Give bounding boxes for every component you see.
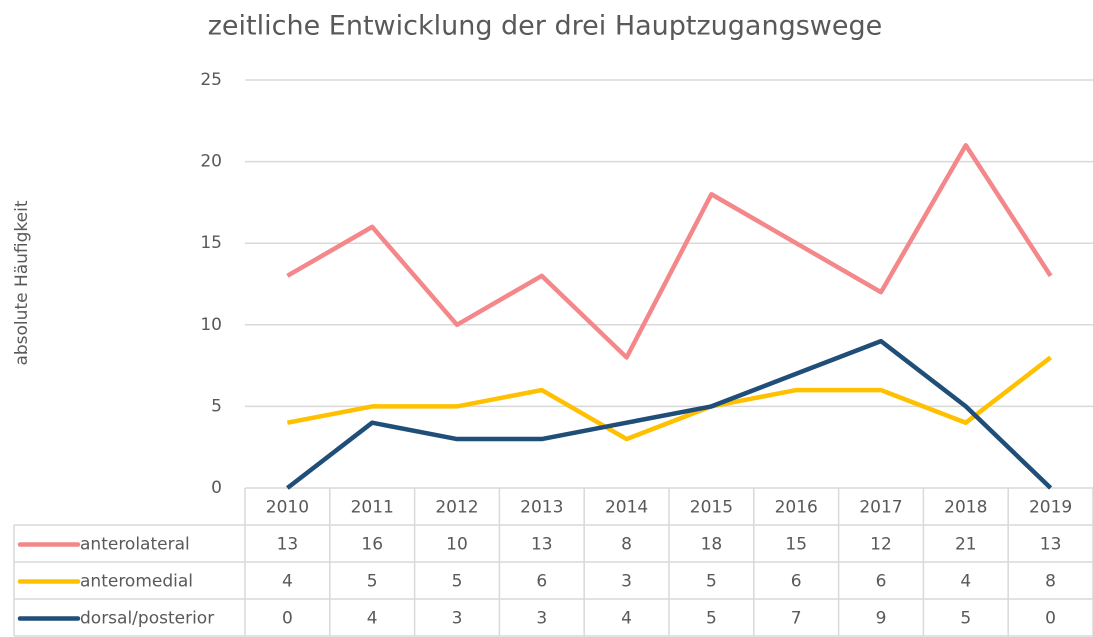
table-value: 0 (1045, 609, 1056, 629)
table-value: 3 (621, 572, 632, 592)
x-tick-label: 2010 (266, 498, 309, 518)
y-tick-label: 10 (200, 315, 222, 335)
series-line (286, 143, 1053, 360)
y-tick-label: 0 (211, 478, 222, 498)
y-tick-label: 25 (200, 70, 222, 90)
legend-label: dorsal/posterior (80, 609, 214, 629)
y-axis-label: absolute Häufigkeit (12, 200, 32, 365)
table-value: 13 (1040, 535, 1062, 555)
x-tick-label: 2015 (690, 498, 733, 518)
table-value: 8 (1045, 572, 1056, 592)
series-line (286, 338, 1053, 490)
x-tick-label: 2011 (351, 498, 394, 518)
table-value: 5 (706, 572, 717, 592)
table-value: 5 (452, 572, 463, 592)
y-tick-label: 20 (200, 152, 222, 172)
x-tick-label: 2016 (775, 498, 818, 518)
table-value: 8 (621, 535, 632, 555)
table-value: 4 (367, 609, 378, 629)
x-tick-label: 2019 (1029, 498, 1072, 518)
table-value: 12 (870, 535, 892, 555)
y-tick-label: 5 (211, 396, 222, 416)
table-value: 15 (785, 535, 807, 555)
table-value: 13 (277, 535, 299, 555)
chart-title: zeitliche Entwicklung der drei Hauptzuga… (208, 11, 883, 42)
table-value: 6 (791, 572, 802, 592)
table-value: 9 (876, 609, 887, 629)
y-tick-label: 15 (200, 233, 222, 253)
x-tick-label: 2017 (859, 498, 902, 518)
table-value: 7 (791, 609, 802, 629)
series-line (286, 355, 1052, 442)
x-tick-label: 2014 (605, 498, 648, 518)
table-value: 4 (282, 572, 293, 592)
table-value: 5 (960, 609, 971, 629)
table-value: 16 (361, 535, 383, 555)
x-tick-label: 2012 (435, 498, 478, 518)
table-value: 10 (446, 535, 468, 555)
table-value: 13 (531, 535, 553, 555)
table-value: 4 (621, 609, 632, 629)
table-value: 21 (955, 535, 977, 555)
table-value: 3 (536, 609, 547, 629)
legend-label: anterolateral (80, 535, 190, 555)
table-value: 0 (282, 609, 293, 629)
table-value: 6 (876, 572, 887, 592)
table-value: 6 (536, 572, 547, 592)
table-value: 3 (452, 609, 463, 629)
x-tick-label: 2013 (520, 498, 563, 518)
x-tick-label: 2018 (944, 498, 987, 518)
table-value: 5 (706, 609, 717, 629)
table-value: 4 (960, 572, 971, 592)
legend-label: anteromedial (80, 572, 193, 592)
table-value: 5 (367, 572, 378, 592)
table-value: 18 (701, 535, 723, 555)
